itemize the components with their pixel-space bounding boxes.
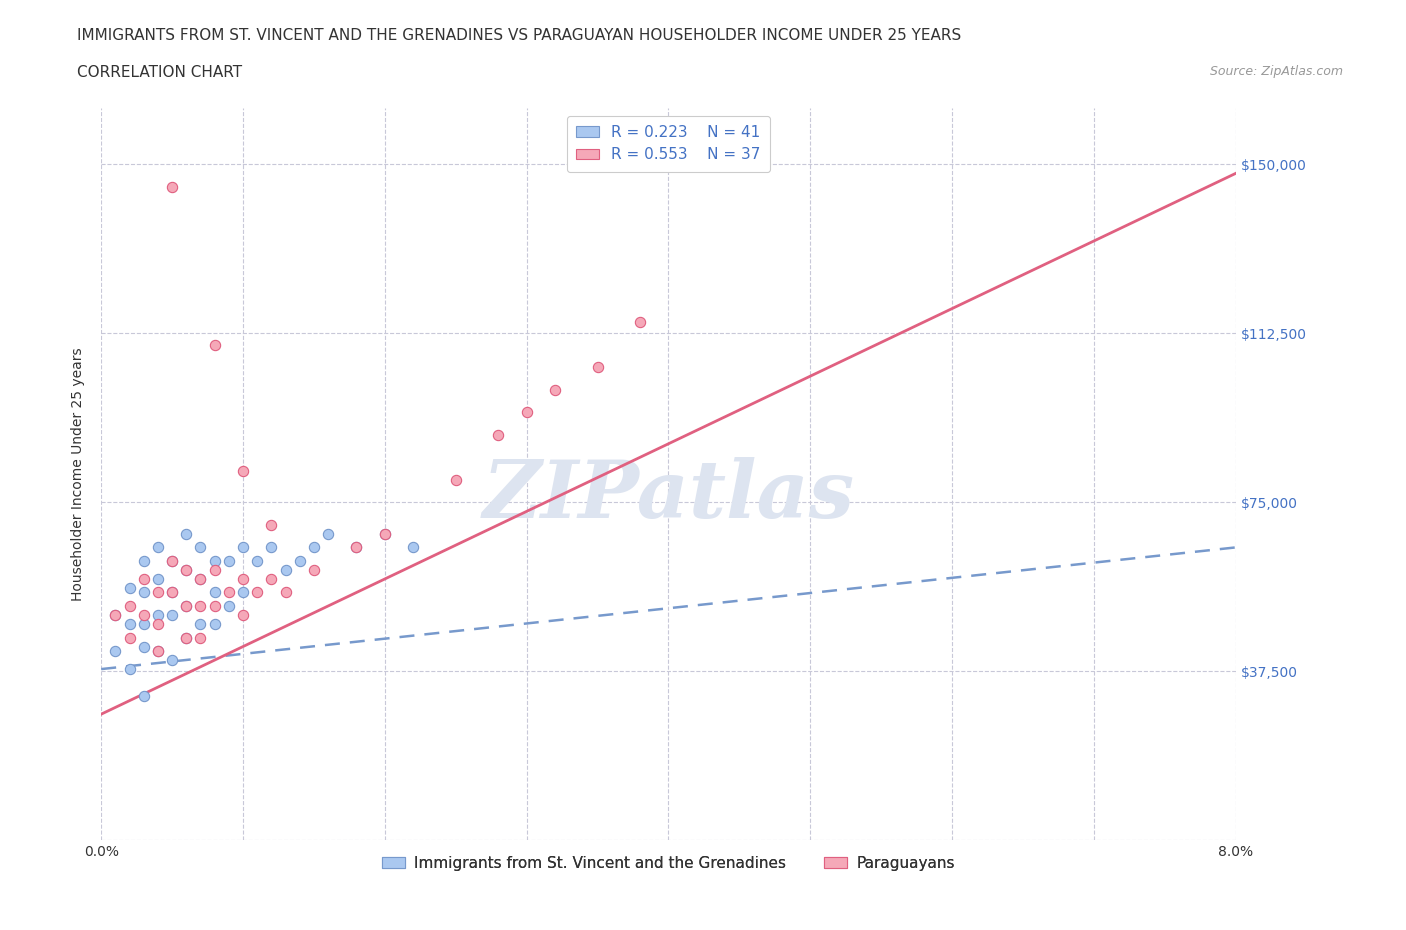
Point	[218, 553, 240, 568]
Point	[246, 585, 269, 600]
Point	[160, 179, 183, 194]
Point	[204, 563, 226, 578]
Point	[132, 607, 155, 622]
Point	[274, 563, 297, 578]
Point	[346, 540, 368, 555]
Point	[374, 526, 396, 541]
Point	[146, 644, 169, 658]
Point	[204, 585, 226, 600]
Point	[302, 540, 325, 555]
Point	[204, 599, 226, 614]
Point	[132, 689, 155, 704]
Point	[586, 360, 609, 375]
Point	[146, 644, 169, 658]
Point	[132, 617, 155, 631]
Text: CORRELATION CHART: CORRELATION CHART	[77, 65, 242, 80]
Point	[232, 463, 254, 478]
Point	[260, 517, 283, 532]
Point	[146, 572, 169, 587]
Point	[628, 314, 651, 329]
Point	[146, 607, 169, 622]
Point	[104, 644, 127, 658]
Point	[160, 585, 183, 600]
Point	[104, 607, 127, 622]
Point	[146, 585, 169, 600]
Point	[232, 572, 254, 587]
Point	[190, 572, 212, 587]
Text: IMMIGRANTS FROM ST. VINCENT AND THE GRENADINES VS PARAGUAYAN HOUSEHOLDER INCOME : IMMIGRANTS FROM ST. VINCENT AND THE GREN…	[77, 28, 962, 43]
Point	[160, 653, 183, 668]
Point	[374, 526, 396, 541]
Point	[132, 572, 155, 587]
Point	[232, 540, 254, 555]
Point	[176, 631, 198, 645]
Point	[274, 585, 297, 600]
Point	[444, 472, 467, 487]
Point	[246, 553, 269, 568]
Point	[118, 661, 141, 676]
Point	[260, 572, 283, 587]
Point	[146, 617, 169, 631]
Point	[176, 599, 198, 614]
Text: ZIPatlas: ZIPatlas	[482, 458, 855, 535]
Legend: Immigrants from St. Vincent and the Grenadines, Paraguayans: Immigrants from St. Vincent and the Gren…	[375, 849, 962, 877]
Point	[118, 631, 141, 645]
Point	[176, 563, 198, 578]
Point	[118, 580, 141, 595]
Point	[104, 607, 127, 622]
Point	[316, 526, 339, 541]
Point	[190, 617, 212, 631]
Point	[402, 540, 425, 555]
Point	[160, 553, 183, 568]
Text: Source: ZipAtlas.com: Source: ZipAtlas.com	[1209, 65, 1343, 78]
Point	[176, 599, 198, 614]
Point	[118, 599, 141, 614]
Point	[190, 540, 212, 555]
Point	[132, 553, 155, 568]
Point	[132, 639, 155, 654]
Point	[288, 553, 311, 568]
Point	[190, 631, 212, 645]
Point	[218, 585, 240, 600]
Point	[486, 427, 509, 442]
Point	[204, 553, 226, 568]
Point	[204, 338, 226, 352]
Point	[190, 599, 212, 614]
Point	[160, 585, 183, 600]
Point	[132, 585, 155, 600]
Point	[302, 563, 325, 578]
Point	[232, 607, 254, 622]
Point	[176, 563, 198, 578]
Point	[232, 585, 254, 600]
Y-axis label: Householder Income Under 25 years: Householder Income Under 25 years	[72, 348, 86, 601]
Point	[160, 607, 183, 622]
Point	[160, 553, 183, 568]
Point	[176, 526, 198, 541]
Point	[218, 599, 240, 614]
Point	[204, 617, 226, 631]
Point	[260, 540, 283, 555]
Point	[190, 572, 212, 587]
Point	[176, 631, 198, 645]
Point	[516, 405, 538, 419]
Point	[346, 540, 368, 555]
Point	[544, 382, 567, 397]
Point	[118, 617, 141, 631]
Point	[146, 540, 169, 555]
